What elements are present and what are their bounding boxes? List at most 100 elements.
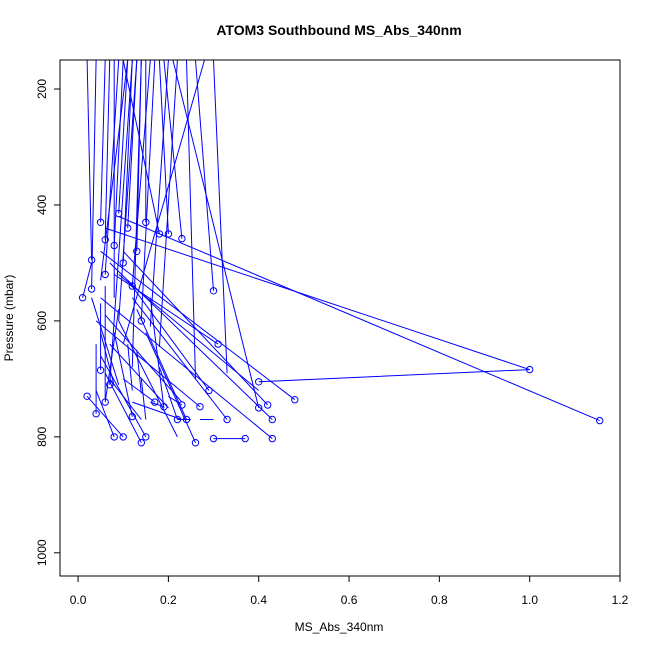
profile-line-4	[104, 60, 120, 275]
data-point-16	[124, 224, 132, 232]
profile-line-62	[136, 349, 142, 394]
data-point-11	[110, 241, 118, 250]
profile-line-30	[118, 216, 600, 422]
profile-line-54	[158, 367, 178, 420]
profile-line-48	[122, 378, 156, 403]
profile-line-2	[100, 60, 106, 223]
profile-line-17	[186, 60, 196, 379]
profile-lines	[82, 60, 600, 443]
profile-line-33	[122, 250, 269, 406]
profile-line-32	[109, 262, 273, 420]
profile-line-13	[158, 60, 169, 234]
profile-line-26	[172, 60, 260, 409]
profile-line-21	[122, 60, 160, 235]
y-tick-label-0: 200	[35, 79, 49, 99]
data-point-7	[101, 236, 109, 244]
y-tick-label-2: 600	[35, 311, 49, 331]
y-axis: 200 400 600 800 1000	[35, 79, 60, 566]
profile-line-61	[109, 378, 142, 420]
data-point-15	[119, 433, 127, 441]
data-point-47	[596, 416, 604, 425]
data-point-39	[241, 434, 249, 443]
data-point-3	[87, 285, 96, 293]
data-point-44	[268, 434, 276, 443]
data-point-45	[291, 396, 299, 404]
profile-line-50	[95, 390, 115, 438]
data-point-24	[151, 398, 159, 406]
y-tick-label-4: 1000	[35, 539, 49, 566]
data-point-35	[209, 287, 218, 295]
chart-title: ATOM3 Southbound MS_Abs_340nm	[216, 22, 461, 38]
profile-line-18	[195, 60, 214, 291]
data-point-14	[119, 259, 127, 267]
profile-line-68	[168, 395, 183, 406]
profile-line-28	[82, 262, 93, 298]
profile-line-49	[86, 395, 124, 438]
data-point-42	[264, 401, 272, 409]
data-point-1	[83, 392, 91, 400]
profile-line-22	[131, 60, 142, 368]
data-point-37	[214, 340, 222, 348]
profile-line-0	[86, 60, 93, 261]
profile-line-40	[127, 280, 210, 391]
profile-line-52	[149, 297, 165, 408]
x-tick-label-0: 0.0	[70, 593, 87, 607]
profile-line-41	[136, 309, 187, 420]
profile-line-47	[104, 372, 142, 443]
data-point-4	[92, 410, 100, 418]
x-tick-label-1: 0.2	[160, 593, 177, 607]
x-axis: 0.0 0.2 0.4 0.6 0.8 1.0 1.2	[70, 576, 629, 607]
x-tick-label-6: 1.2	[612, 593, 629, 607]
x-tick-label-4: 0.8	[431, 593, 448, 607]
profile-line-15	[149, 60, 169, 327]
profile-line-63	[100, 332, 115, 386]
data-point-34	[205, 386, 213, 395]
data-point-26	[160, 403, 168, 411]
data-point-6	[96, 218, 105, 227]
profile-line-12	[140, 60, 156, 321]
data-point-46	[526, 365, 534, 374]
profile-line-55	[132, 401, 183, 420]
data-point-8	[101, 270, 109, 279]
data-point-0	[78, 294, 87, 302]
profile-line-36	[131, 297, 228, 420]
plot-frame	[59, 59, 621, 577]
profile-line-35	[118, 274, 260, 391]
data-point-41	[255, 404, 263, 412]
profile-line-3	[104, 60, 111, 240]
data-point-5	[96, 366, 105, 374]
x-tick-label-3: 0.6	[341, 593, 358, 607]
data-point-43	[268, 415, 276, 424]
profile-line-23	[109, 60, 133, 385]
profile-line-16	[158, 60, 178, 348]
data-point-28	[173, 415, 182, 424]
profile-line-6	[118, 60, 129, 214]
profile-line-44	[145, 332, 196, 443]
data-point-17	[128, 412, 137, 421]
x-axis-label: MS_Abs_340nm	[295, 620, 384, 634]
profile-line-19	[122, 60, 205, 345]
data-point-31	[182, 415, 191, 424]
y-tick-label-3: 800	[35, 427, 49, 447]
profile-line-60	[127, 344, 133, 391]
data-point-30	[178, 401, 186, 409]
x-tick-label-2: 0.4	[250, 593, 267, 607]
profile-line-14	[163, 60, 183, 239]
data-point-21	[142, 433, 150, 441]
data-point-23	[137, 317, 146, 325]
data-point-33	[196, 403, 204, 411]
data-point-18	[133, 247, 141, 256]
y-axis-label: Pressure (mbar)	[2, 275, 16, 362]
data-point-38	[223, 415, 231, 424]
data-point-2	[87, 256, 96, 264]
profile-line-29	[105, 227, 530, 383]
data-point-9	[101, 398, 109, 406]
data-point-13	[115, 209, 123, 218]
y-tick-label-1: 400	[35, 195, 49, 215]
data-point-22	[128, 282, 137, 290]
data-point-25	[155, 230, 164, 238]
profile-line-53	[140, 378, 147, 420]
plot-area	[78, 60, 604, 447]
profile-line-1	[91, 60, 97, 290]
